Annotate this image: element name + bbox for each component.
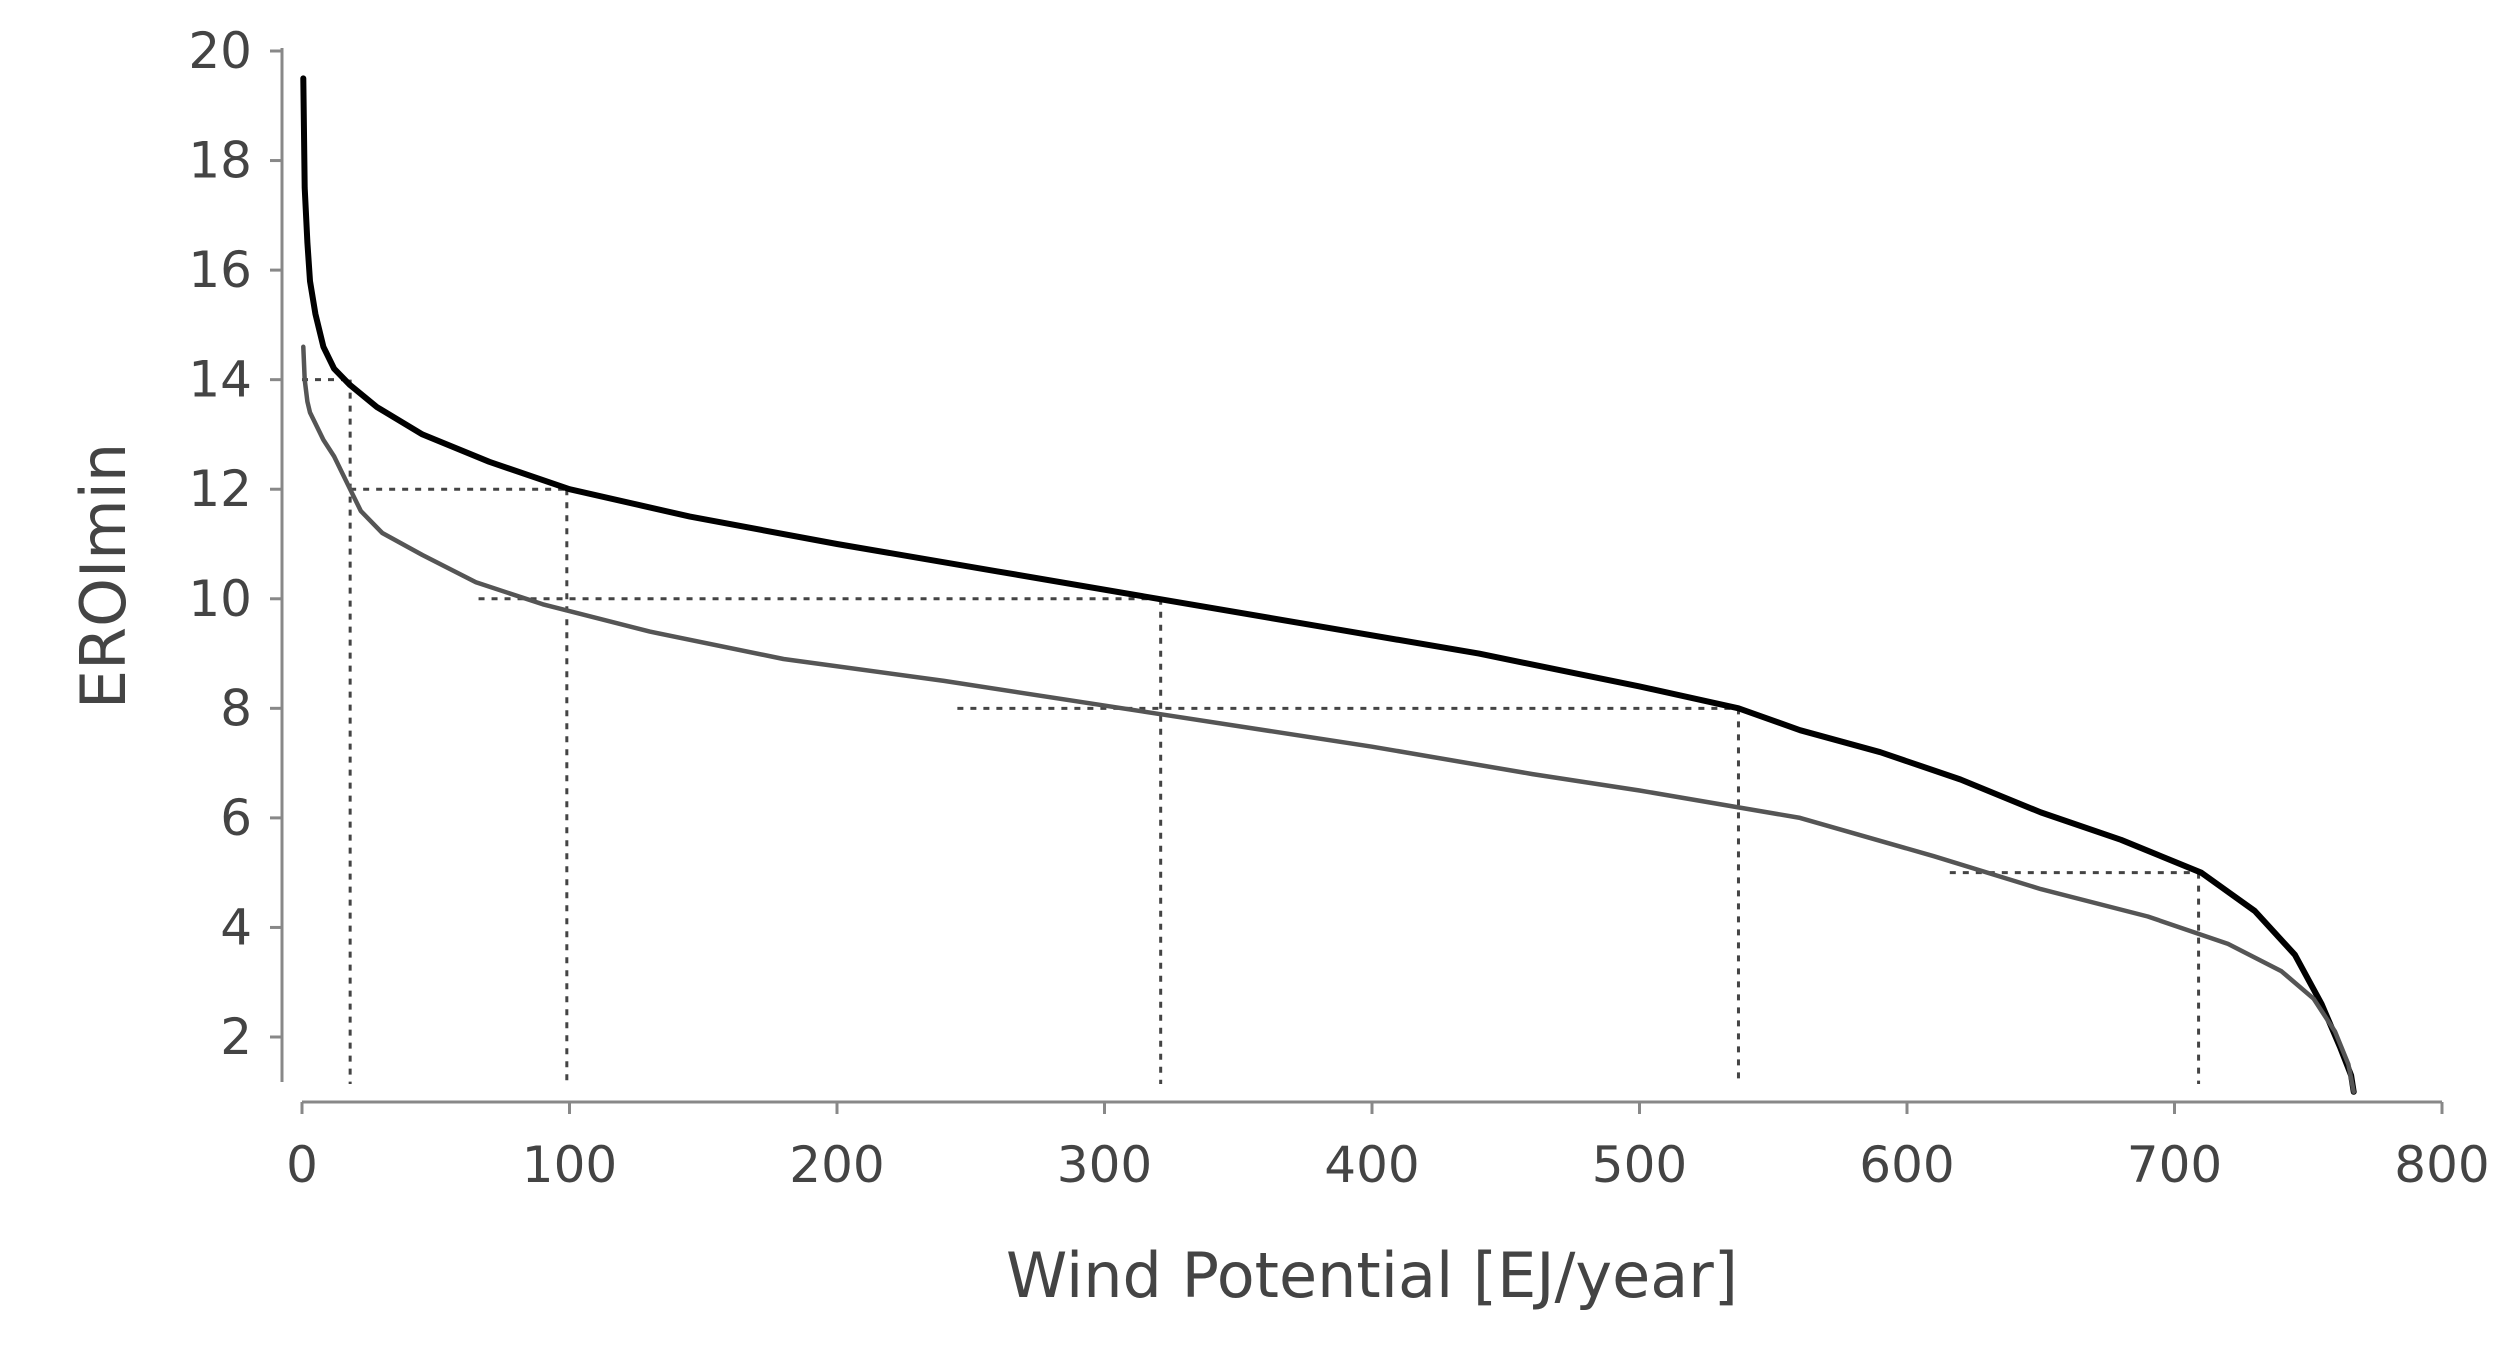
reference-lines-group (302, 378, 2201, 1084)
y-tick-label: 20 (188, 22, 252, 80)
y-axis-title: EROImin (67, 443, 140, 709)
series-group (300, 75, 2357, 1095)
y-tick-label: 4 (220, 898, 252, 956)
y-tick-label: 16 (188, 241, 252, 299)
x-tick-label: 0 (286, 1136, 318, 1194)
x-tick-label: 100 (522, 1136, 617, 1194)
y-tick-label: 12 (188, 460, 252, 518)
y-tick-label: 18 (188, 132, 252, 190)
y-tick-label: 8 (220, 679, 252, 737)
axes-group (280, 48, 2442, 1104)
x-tick-label: 500 (1592, 1136, 1687, 1194)
series-line-lower (301, 344, 2356, 1095)
x-ticks-group: 0 100 200 300 400 500 600 700 800 (286, 1102, 2490, 1194)
x-tick-label: 700 (2127, 1136, 2222, 1194)
x-tick-label: 800 (2394, 1136, 2489, 1194)
x-tick-label: 400 (1324, 1136, 1419, 1194)
x-tick-label: 600 (1859, 1136, 1954, 1194)
x-tick-label: 200 (789, 1136, 884, 1194)
x-axis-title: Wind Potential [EJ/year] (1006, 1239, 1738, 1312)
series-line-upper (300, 75, 2357, 1095)
y-tick-label: 14 (188, 351, 252, 409)
y-ticks-group: 2 4 6 8 10 12 14 16 18 20 (188, 22, 282, 1066)
x-tick-label: 300 (1057, 1136, 1152, 1194)
y-tick-label: 2 (220, 1008, 252, 1066)
y-tick-label: 10 (188, 570, 252, 628)
y-tick-label: 6 (220, 789, 252, 847)
